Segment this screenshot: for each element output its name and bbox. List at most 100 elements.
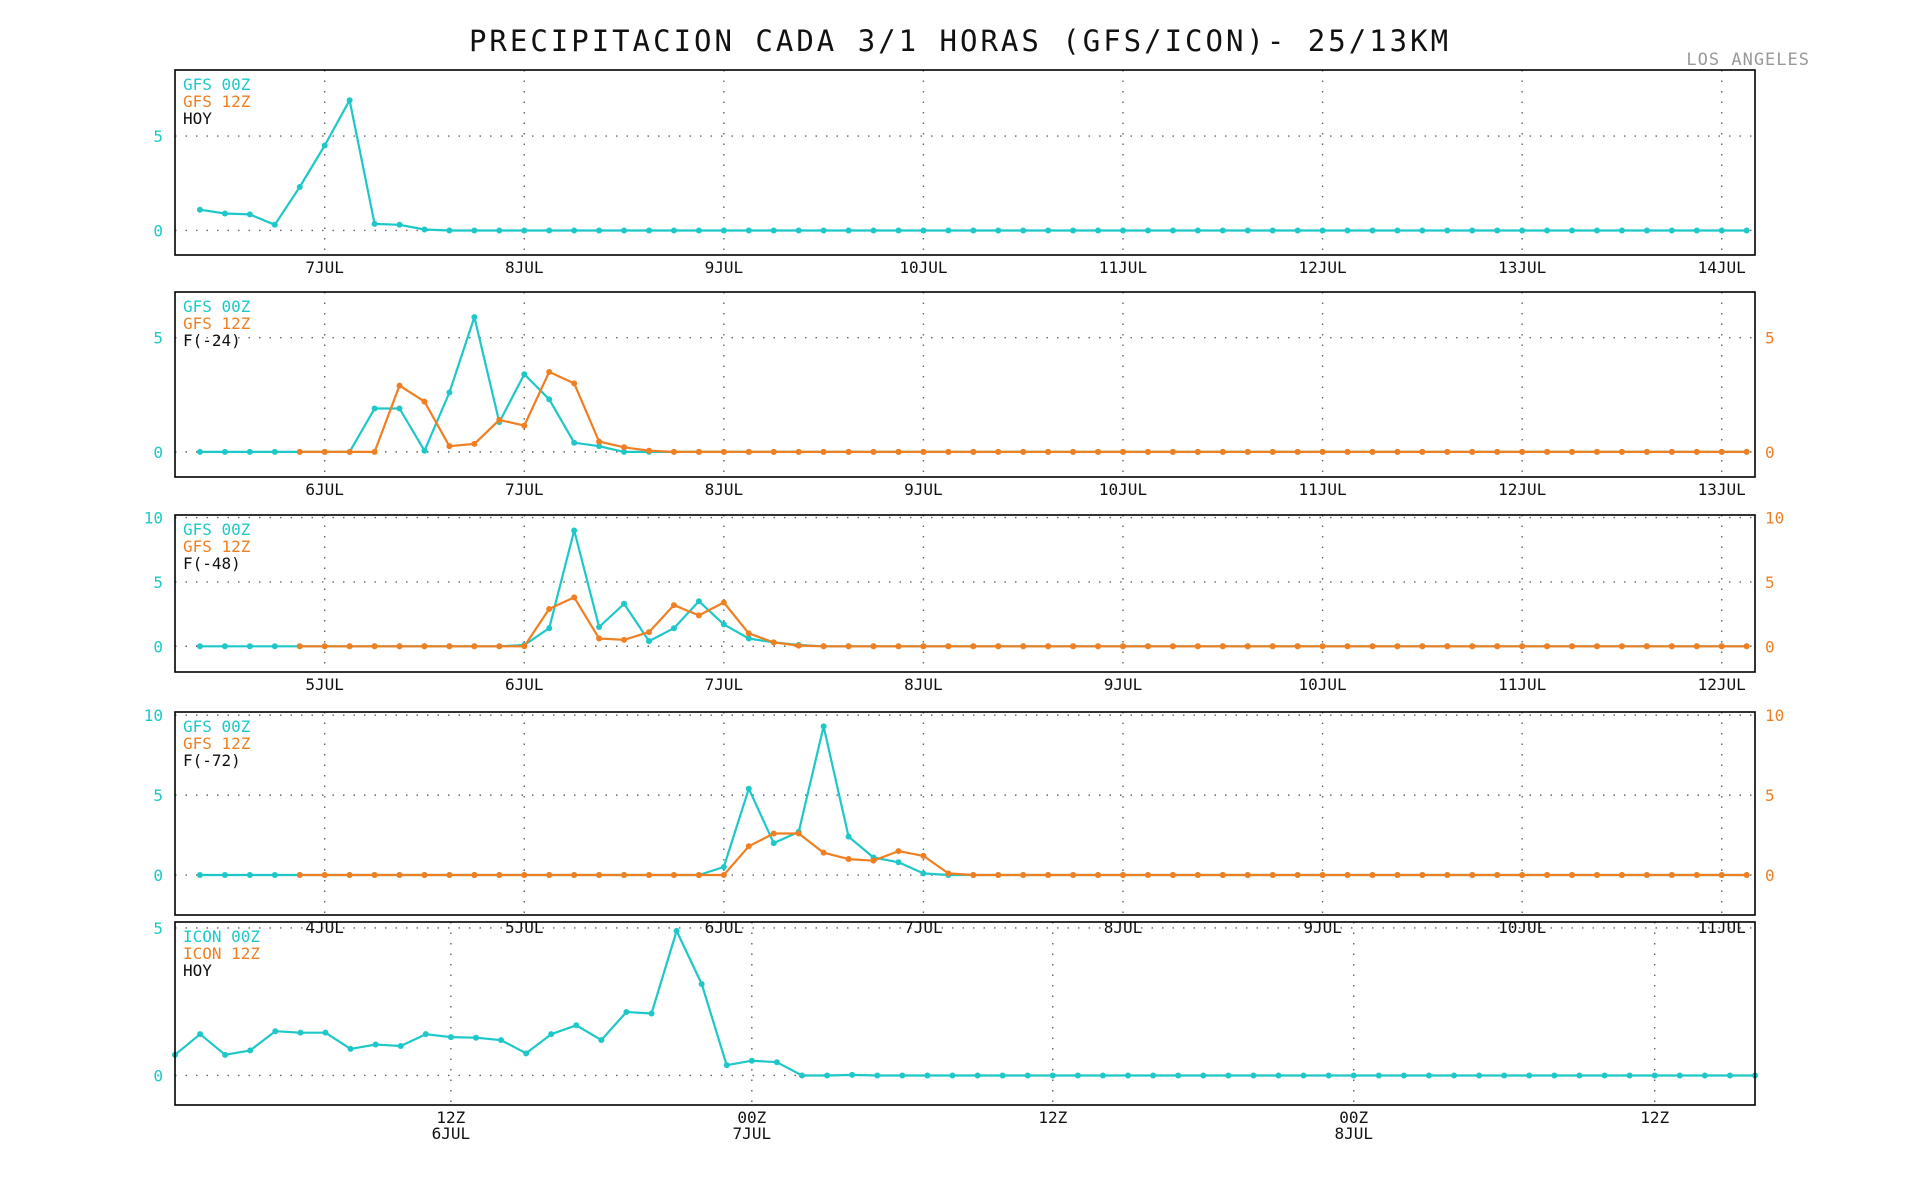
data-point: [920, 852, 927, 859]
panel-frame: [174, 921, 1756, 1106]
data-point: [1120, 448, 1126, 455]
data-point: [596, 438, 603, 445]
data-point: [472, 1034, 479, 1041]
data-point: [1693, 872, 1700, 879]
data-point: [571, 527, 578, 534]
data-point: [895, 448, 902, 455]
x-tick-label: 11JUL: [1298, 480, 1346, 499]
data-point: [1294, 872, 1301, 879]
data-point: [1375, 1072, 1382, 1079]
data-point: [1643, 448, 1650, 455]
data-point: [1494, 872, 1501, 879]
data-point: [646, 227, 652, 234]
x-tick-label: 5JUL: [305, 675, 344, 694]
data-point: [221, 448, 228, 455]
series-line-gfs-12z: [299, 370, 1747, 453]
x-tick-label: 11JUL: [1698, 918, 1746, 937]
data-point: [1125, 1072, 1132, 1079]
data-point: [1419, 448, 1426, 455]
data-point: [1643, 227, 1650, 234]
data-point: [1494, 227, 1501, 234]
data-point: [446, 389, 453, 396]
data-point: [346, 872, 353, 879]
data-point: [471, 643, 478, 650]
data-point: [1569, 872, 1576, 879]
x-tick-label: 7JUL: [705, 675, 744, 694]
data-point: [820, 723, 827, 730]
legend-entry: GFS 00Z: [183, 717, 251, 736]
data-point: [1369, 448, 1376, 455]
data-point: [396, 221, 403, 228]
data-point: [845, 643, 852, 650]
data-point: [1519, 227, 1526, 234]
data-point: [995, 872, 1002, 879]
data-point: [770, 448, 777, 455]
data-point: [297, 1029, 304, 1036]
data-point: [1169, 872, 1176, 879]
data-point: [1526, 1072, 1533, 1079]
legend-entry: ICON 00Z: [183, 927, 260, 946]
data-point: [1319, 643, 1326, 650]
data-point: [1049, 1072, 1056, 1079]
data-point: [621, 444, 628, 451]
data-point: [695, 598, 702, 605]
data-point: [1668, 448, 1675, 455]
data-point: [1144, 227, 1151, 234]
x-tick-label: 00Z: [1339, 1108, 1368, 1127]
data-point: [1144, 448, 1151, 455]
legend-entry: GFS 12Z: [183, 92, 251, 111]
data-point: [820, 448, 827, 455]
data-point: [1569, 643, 1576, 650]
data-point: [695, 448, 702, 455]
data-point: [596, 443, 603, 450]
data-point: [1070, 448, 1077, 455]
data-point: [698, 980, 705, 987]
data-point: [1020, 227, 1027, 234]
series-points: [172, 927, 1758, 1079]
data-point: [271, 872, 278, 879]
x-tick-label: 00Z: [737, 1108, 766, 1127]
data-point: [1743, 643, 1750, 650]
data-point: [1726, 1072, 1733, 1079]
x-tick-label: 10JUL: [1498, 918, 1546, 937]
data-point: [1544, 448, 1551, 455]
data-point: [246, 211, 253, 218]
data-point: [1718, 643, 1725, 650]
data-point: [271, 643, 278, 650]
data-point: [1070, 872, 1077, 879]
data-point: [745, 635, 752, 642]
x-tick-label: 12JUL: [1498, 480, 1546, 499]
data-point: [924, 1072, 931, 1079]
data-point: [720, 227, 727, 234]
data-point: [421, 643, 428, 650]
data-point: [1618, 643, 1625, 650]
data-point: [1444, 448, 1451, 455]
panel-frame: [174, 711, 1756, 916]
data-point: [1544, 872, 1551, 879]
data-point: [1120, 227, 1126, 234]
data-point: [1045, 872, 1052, 879]
data-point: [1394, 872, 1401, 879]
series-line-gfs-00z: [199, 725, 1747, 877]
data-point: [1618, 227, 1625, 234]
data-point: [1319, 227, 1326, 234]
data-point: [1476, 1072, 1483, 1079]
data-point: [1020, 448, 1027, 455]
data-point: [621, 872, 628, 879]
data-point: [1693, 643, 1700, 650]
series-points: [196, 97, 1750, 234]
data-point: [1294, 643, 1301, 650]
data-point: [621, 227, 628, 234]
data-point: [1095, 643, 1102, 650]
data-point: [1294, 227, 1301, 234]
data-point: [745, 227, 752, 234]
legend-entry: F(-24): [183, 331, 241, 350]
x-tick-label: 6JUL: [305, 480, 344, 499]
data-point: [1693, 227, 1700, 234]
data-point: [1095, 448, 1102, 455]
data-point: [498, 1037, 505, 1044]
series-line-icon-00z: [174, 929, 1755, 1077]
data-point: [1095, 872, 1102, 879]
data-point: [396, 872, 403, 879]
data-point: [1194, 448, 1201, 455]
